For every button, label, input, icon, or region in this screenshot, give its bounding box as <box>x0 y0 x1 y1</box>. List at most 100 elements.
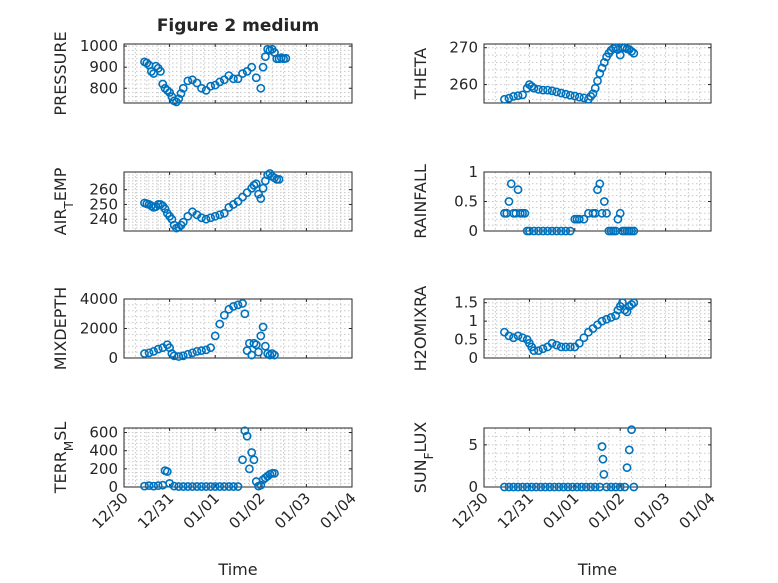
y-axis-label: H2OMIXRA <box>411 286 430 372</box>
data-point <box>146 66 156 76</box>
y-axis-label-part: THETA <box>411 48 430 100</box>
data-point <box>206 343 216 353</box>
y-tick-label: 0 <box>108 478 118 496</box>
data-point <box>534 226 543 236</box>
data-point <box>574 92 584 102</box>
data-point <box>256 480 266 490</box>
axes-frame <box>123 43 353 104</box>
data-point <box>552 340 562 350</box>
data-point <box>174 94 184 104</box>
data-point <box>552 226 562 236</box>
series-markers <box>140 299 279 361</box>
data-point <box>597 208 607 218</box>
data-point <box>556 226 566 236</box>
series-markers <box>140 44 291 107</box>
data-point <box>192 482 202 491</box>
data-point <box>240 426 250 436</box>
data-point <box>581 482 591 492</box>
y-tick-label: 0.5 <box>454 331 478 349</box>
data-point <box>187 482 197 491</box>
data-point <box>629 226 639 236</box>
data-point <box>597 442 607 451</box>
data-point <box>513 482 523 492</box>
axes-frame <box>483 298 712 359</box>
y-tick-label: 4000 <box>80 290 118 308</box>
data-point <box>162 467 172 476</box>
y-tick-label: 0 <box>108 349 118 367</box>
data-point <box>215 210 225 220</box>
data-point <box>509 91 518 101</box>
data-point <box>174 482 184 491</box>
data-point <box>579 333 589 343</box>
data-point <box>504 331 514 341</box>
data-point <box>556 342 566 352</box>
y-axis-label-part: PRESSURE <box>51 31 70 115</box>
y-axis-label: SUNFLUX <box>411 422 436 494</box>
data-point <box>149 481 159 491</box>
panel-rainfall: 0 0.5 1 RAINFALL <box>411 163 712 240</box>
data-point <box>183 76 193 86</box>
data-point <box>627 300 636 309</box>
data-point <box>206 213 216 223</box>
axes-frame <box>123 171 353 232</box>
x-tick-label: 01/03 <box>630 489 673 532</box>
data-point <box>192 346 202 356</box>
data-point <box>165 88 174 97</box>
data-point <box>238 299 247 308</box>
data-point <box>249 455 259 465</box>
x-tick-label: 01/02 <box>225 489 268 532</box>
data-point <box>579 214 589 224</box>
data-point <box>174 352 184 361</box>
axes-frame <box>483 427 712 488</box>
data-point <box>201 482 211 491</box>
y-axis-label-part: SL <box>51 422 70 441</box>
y-tick-label: 1000 <box>80 37 118 55</box>
data-point <box>258 62 268 72</box>
data-point <box>233 197 243 206</box>
data-point <box>240 309 250 319</box>
data-point <box>518 333 527 343</box>
y-tick-label: 5 <box>468 436 478 454</box>
y-axis-label-subscript: F <box>422 452 436 459</box>
data-point <box>233 300 243 310</box>
data-point <box>251 73 261 83</box>
panel-mixdepth: 0 2000 4000 MIXDEPTH <box>51 287 353 370</box>
data-point <box>534 346 543 356</box>
y-tick-label: 240 <box>89 210 118 228</box>
data-point <box>568 482 577 492</box>
data-point <box>611 482 621 492</box>
data-point <box>518 482 527 492</box>
data-point <box>572 482 582 492</box>
y-axis-label: PRESSURE <box>51 31 70 115</box>
y-axis-label-part: EMP <box>51 167 70 201</box>
data-point <box>556 88 566 98</box>
data-point <box>142 58 152 68</box>
panel-h2omixra: 00.511.5 H2OMIXRA <box>411 286 712 372</box>
data-point <box>513 331 523 341</box>
data-point <box>192 78 202 88</box>
chart-title: Figure 2 medium <box>157 16 319 36</box>
x-axis-label: Time <box>577 560 617 579</box>
data-point <box>210 482 220 491</box>
data-point <box>547 226 557 236</box>
data-point <box>561 226 571 236</box>
data-point <box>561 342 571 352</box>
data-point <box>504 197 514 206</box>
data-point <box>158 79 168 89</box>
data-point <box>509 333 518 343</box>
data-point <box>219 310 229 320</box>
data-point <box>529 346 539 356</box>
data-point <box>151 61 161 71</box>
x-tick-label: 12/31 <box>494 489 537 532</box>
data-point <box>593 76 602 86</box>
data-point <box>590 482 600 492</box>
panel-pressure: 800 900 1000 PRESSURE Figure 2 medium <box>51 16 353 116</box>
data-point <box>559 482 568 492</box>
data-point <box>522 482 532 492</box>
y-axis-label-part: RAINFALL <box>411 164 430 239</box>
data-point <box>545 482 555 492</box>
data-point <box>210 331 220 341</box>
y-tick-label: 800 <box>89 79 118 97</box>
data-point <box>586 482 596 492</box>
